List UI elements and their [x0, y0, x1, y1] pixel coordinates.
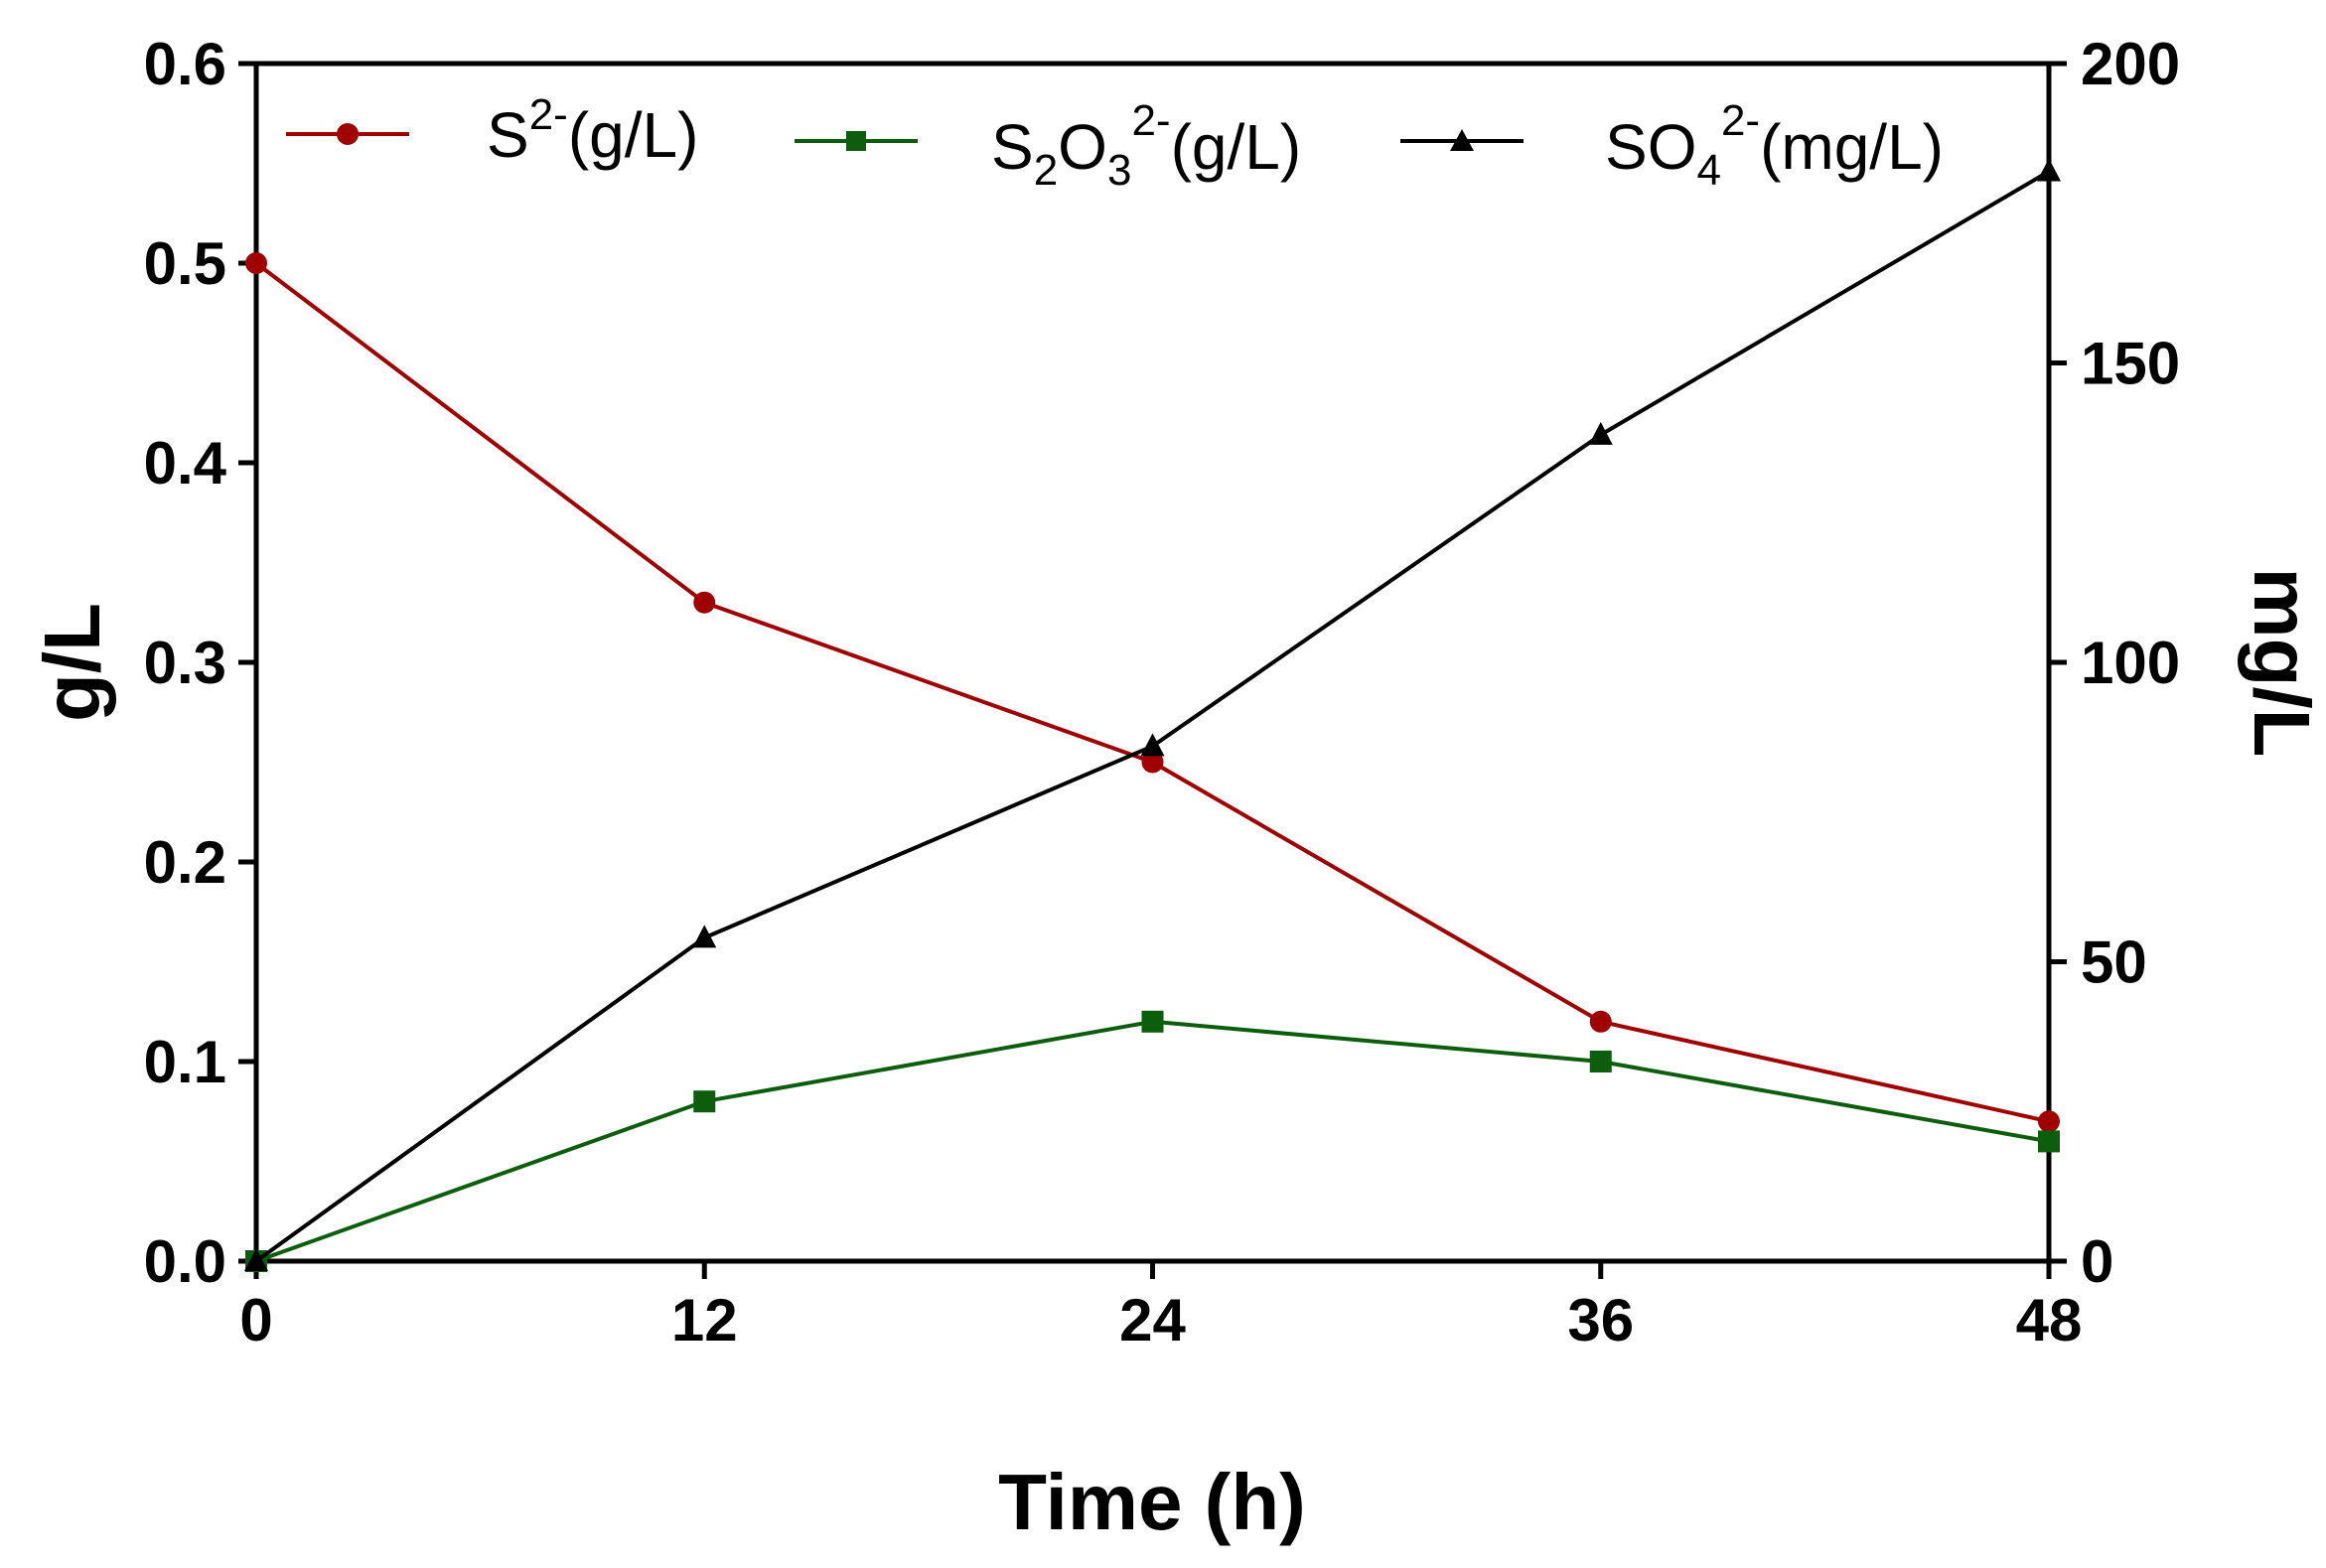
svg-text:S2-(g/L): S2-(g/L) [487, 90, 698, 171]
data-point-sulfide-1 [693, 591, 716, 614]
data-point-thiosulfate-1 [693, 1090, 716, 1113]
legend-marker-sulfate [1450, 129, 1474, 151]
data-point-sulfide-0 [245, 252, 267, 274]
data-point-sulfide-3 [1589, 1010, 1612, 1033]
legend-marker-thiosulfate [846, 131, 866, 151]
series-sulfide [245, 252, 2060, 1133]
legend-label-thiosulfate-sub2: 3 [1107, 146, 1131, 195]
y-right-tick-label-3: 150 [2081, 331, 2180, 397]
legend-label-sulfide-tail: (g/L) [568, 99, 699, 171]
y-left-tick-label-3: 0.3 [144, 630, 226, 696]
legend-label-sulfate-sup: 2- [1721, 96, 1760, 145]
legend-label-sulfate-tail: (mg/L) [1760, 111, 1944, 183]
data-point-sulfate-1 [692, 925, 717, 948]
y-axis-right-title: mg/L [2238, 567, 2326, 757]
legend-label-thiosulfate-base: S [991, 111, 1034, 183]
axis-ticks: 0 12 24 36 480.00.10.20.30.40.50.60501001502… [144, 31, 2181, 1354]
x-tick-label-3: 36 [1567, 1287, 1634, 1354]
legend-label-sulfate-sub: 4 [1696, 146, 1720, 195]
series-line-sulfate [254, 169, 2051, 1263]
legend-label-thiosulfate-mid: O [1058, 111, 1107, 183]
legend-label-thiosulfate-sub1: 2 [1034, 146, 1058, 195]
y-left-tick-label-5: 0.5 [144, 230, 226, 297]
legend-entry-sulfate: SO42-(mg/L) [1400, 96, 1944, 195]
y-right-tick-label-1: 50 [2081, 929, 2147, 996]
data-point-sulfate-3 [1588, 421, 1613, 445]
svg-text:SO42-(mg/L): SO42-(mg/L) [1605, 96, 1944, 195]
y-left-tick-label-0: 0.0 [144, 1228, 226, 1295]
legend-entry-thiosulfate: S2O32-(g/L) [795, 96, 1301, 195]
legend-label-thiosulfate-sup: 2- [1131, 96, 1170, 145]
legend-label-sulfide-sup: 2- [529, 90, 568, 139]
data-point-sulfide-2 [1141, 751, 1164, 774]
y-right-tick-label-0: 0 [2081, 1228, 2113, 1295]
y-right-tick-label-2: 100 [2081, 630, 2180, 696]
y-left-tick-label-4: 0.4 [144, 430, 227, 497]
series-thiosulfate [245, 1010, 2060, 1272]
data-point-thiosulfate-4 [2038, 1130, 2060, 1153]
y-axis-left-title: g/L [28, 603, 116, 722]
x-tick-label-1: 12 [671, 1287, 738, 1354]
legend-label-sulfide-base: S [487, 99, 529, 171]
svg-text:S2O32-(g/L): S2O32-(g/L) [991, 96, 1301, 195]
y-left-tick-label-6: 0.6 [144, 31, 226, 97]
x-tick-label-4: 48 [2016, 1287, 2083, 1354]
data-point-sulfate-4 [2037, 158, 2061, 182]
x-axis-title: Time (h) [998, 1458, 1306, 1546]
series-line-thiosulfate [255, 1019, 2050, 1263]
data-point-sulfate-0 [244, 1248, 268, 1271]
legend-label-thiosulfate-tail: (g/L) [1171, 111, 1302, 183]
legend-label-sulfate-base: SO [1605, 111, 1696, 183]
series-line-sulfide [254, 261, 2050, 1124]
legend-marker-sulfide [337, 123, 359, 145]
y-right-tick-label-4: 200 [2081, 31, 2180, 97]
x-tick-label-0: 0 [239, 1287, 272, 1354]
data-point-sulfide-4 [2038, 1110, 2060, 1133]
plot-frame [253, 61, 2052, 1264]
legend: S2-(g/L) S2O32-(g/L) SO42-(mg/L) [286, 90, 1944, 195]
data-point-sulfate-2 [1140, 733, 1165, 757]
data-point-thiosulfate-2 [1141, 1010, 1164, 1033]
series-layer [244, 158, 2061, 1272]
legend-entry-sulfide: S2-(g/L) [286, 90, 698, 171]
series-sulfate [244, 158, 2061, 1271]
y-left-tick-label-2: 0.2 [144, 829, 226, 896]
x-tick-label-2: 24 [1119, 1287, 1186, 1354]
data-point-thiosulfate-3 [1589, 1051, 1612, 1072]
y-left-tick-label-1: 0.1 [144, 1029, 226, 1095]
